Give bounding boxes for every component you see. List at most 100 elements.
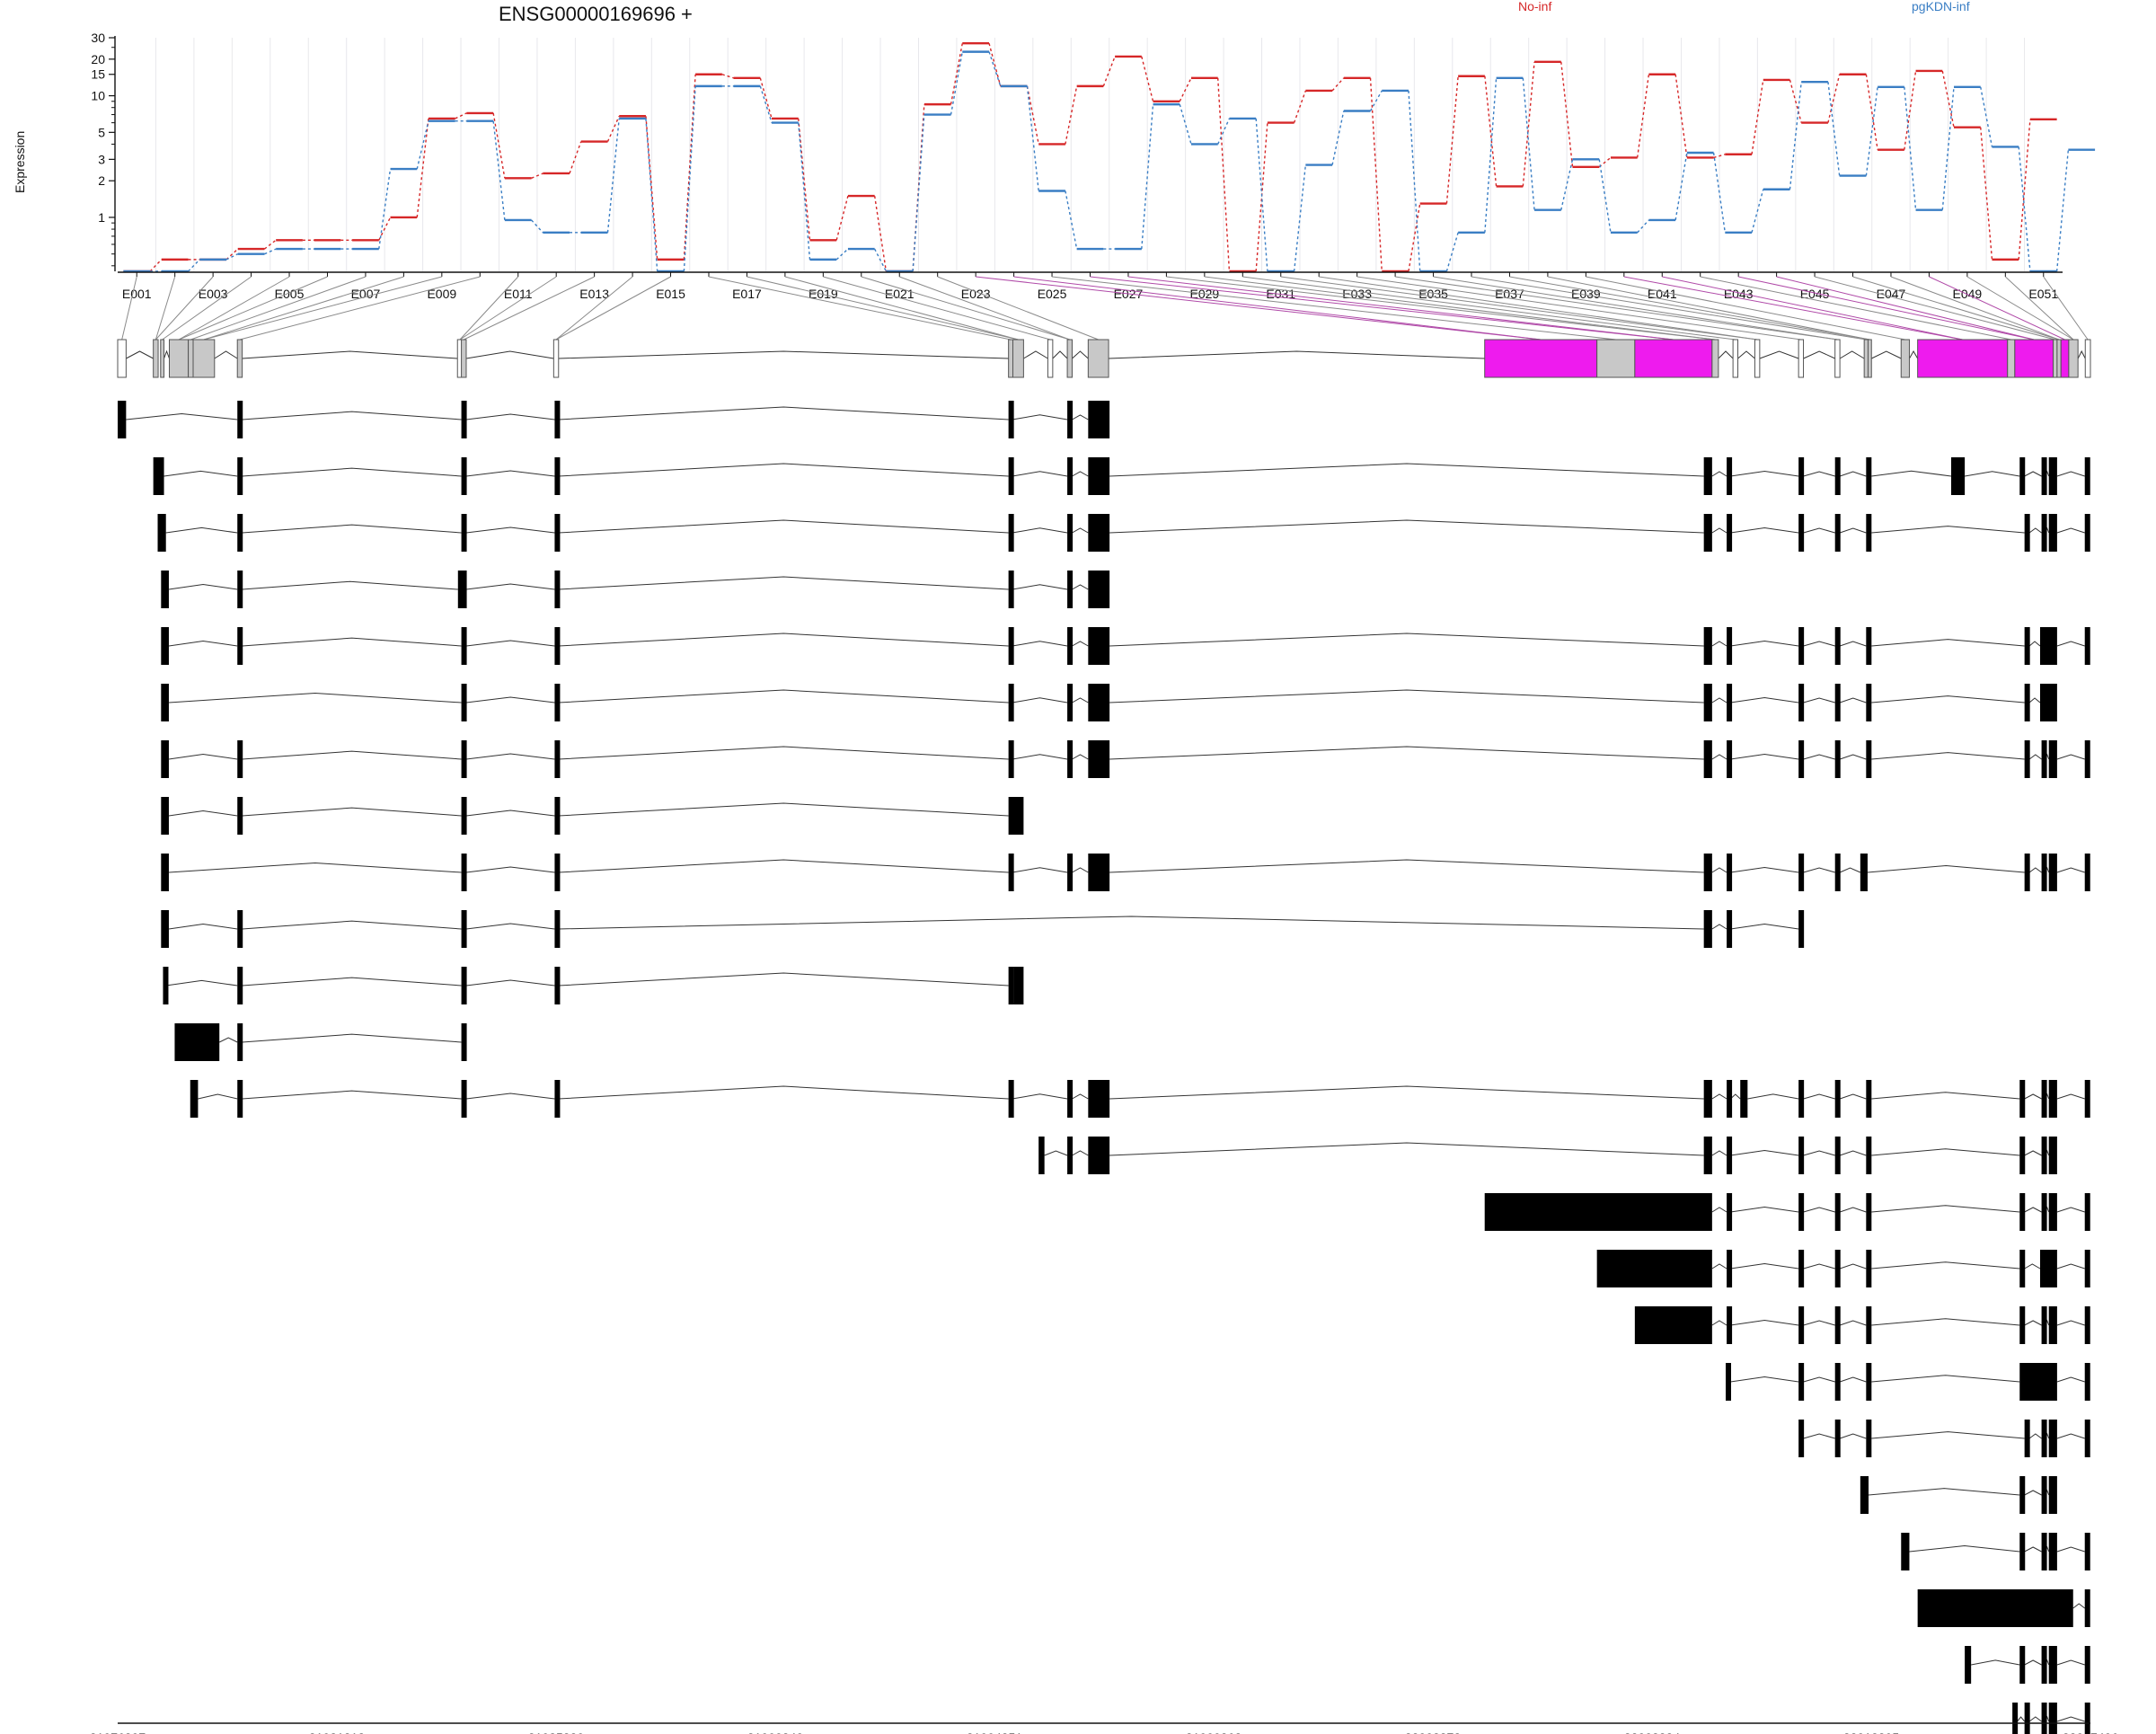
gene-model-exon (1087, 339, 1109, 378)
series-no-inf (123, 41, 2057, 273)
transcript-exon (461, 1023, 467, 1061)
series-connector (683, 74, 696, 260)
series-connector (721, 74, 734, 79)
transcript-intron (1012, 754, 1068, 760)
transcript-intron (218, 1037, 238, 1043)
transcript-exon (237, 401, 243, 438)
transcript-exon (1798, 1137, 1805, 1174)
transcript-exon (2048, 1703, 2057, 1734)
transcript-intron (465, 640, 555, 647)
transcript-intron (2028, 867, 2042, 873)
series-connector (759, 77, 773, 119)
exon-connector (155, 276, 214, 341)
gene-model-exon (236, 339, 243, 378)
transcript-exon (1834, 457, 1841, 495)
expression-lines (123, 41, 2096, 273)
transcript-exon (2041, 740, 2047, 778)
exon-axis: E001 E003 E005 E007 E009 E011 E013 E015 E017 E019… (118, 271, 2063, 301)
series-connector (1713, 154, 1726, 159)
transcript-exon (461, 967, 467, 1004)
transcript-intron (1871, 1318, 2020, 1326)
transcript-exon (237, 967, 243, 1004)
transcript-exon (554, 740, 561, 778)
transcript-exon (1703, 684, 1712, 721)
transcript-intron (168, 862, 462, 873)
transcript-exon (1008, 627, 1014, 665)
transcript-exon (2019, 1080, 2026, 1118)
transcript-exon (161, 797, 169, 835)
transcript-intron (465, 809, 555, 817)
transcript-exon (161, 854, 169, 891)
transcript-exon (161, 571, 169, 608)
exon-connector (1852, 276, 2060, 341)
exon-label: E017 (732, 287, 762, 301)
transcript-intron (1839, 527, 1867, 534)
transcript-exon (2019, 1476, 2026, 1514)
intron (1072, 350, 1089, 359)
transcript-intron (1711, 867, 1727, 873)
transcript-exon (1798, 514, 1805, 552)
transcript-intron (2056, 471, 2085, 477)
transcript-exon (1008, 401, 1014, 438)
transcript-intron (168, 753, 238, 760)
series-connector (1598, 159, 1612, 233)
transcript-row (2012, 1703, 2090, 1734)
transcript-exon (554, 854, 561, 891)
gene-model-exon (2068, 339, 2079, 378)
transcript-exon (2041, 457, 2047, 495)
transcript-intron (1072, 1150, 1089, 1156)
exon-connector (976, 276, 1542, 341)
transcript-intron (1711, 1263, 1727, 1270)
series-connector (1369, 90, 1383, 111)
transcript-exon (1727, 1193, 1733, 1231)
transcript-exon (2019, 457, 2026, 495)
series-connector (455, 112, 467, 119)
exon-connector (121, 276, 137, 341)
transcript-exon (237, 1080, 243, 1118)
series-connector (378, 168, 392, 250)
transcript-exon (1727, 854, 1733, 891)
transcript-exon (1008, 1080, 1014, 1118)
exon-label: E043 (1724, 287, 1754, 301)
exon-connector (2004, 276, 2074, 341)
transcript-exon (461, 571, 467, 608)
exon-connector (190, 276, 367, 341)
transcript-intron (1072, 414, 1089, 420)
transcript-exon (161, 910, 169, 948)
transcript-intron (558, 519, 1009, 534)
transcript-intron (465, 470, 555, 477)
transcript-exon (237, 457, 243, 495)
series-connector (1408, 203, 1421, 272)
transcript-intron (1711, 641, 1727, 647)
transcript-exon (2084, 514, 2090, 552)
series-connector (798, 118, 811, 241)
series-connector (645, 118, 658, 272)
transcript-exon (161, 740, 169, 778)
series-connector (683, 85, 696, 272)
exon-label: E051 (2028, 287, 2058, 301)
series-connector (759, 85, 773, 123)
transcript-exon (2024, 1420, 2030, 1457)
genomic-tick-label: 81981318 (309, 1730, 366, 1734)
transcript-intron (1867, 865, 2025, 873)
transcript-exon (2041, 514, 2047, 552)
transcript-exon (1067, 1137, 1074, 1174)
transcript-exon (2041, 1646, 2047, 1684)
intron (126, 350, 154, 359)
transcript-exon (1798, 457, 1805, 495)
series-connector (378, 217, 392, 241)
transcript-exon (1088, 571, 1110, 608)
transcript-exon (1008, 684, 1014, 721)
transcript-exon (2041, 1193, 2047, 1231)
transcript-exon (1008, 854, 1014, 891)
transcript-intron (1839, 471, 1867, 477)
transcript-exon (163, 967, 169, 1004)
transcript-exon (1703, 1080, 1712, 1118)
transcript-exon (118, 401, 127, 438)
transcript-exon (1798, 1250, 1805, 1287)
transcript-exon (2024, 740, 2030, 778)
transcript-intron (1012, 867, 1068, 873)
transcript-exon (2084, 1250, 2090, 1287)
transcript-exon (1727, 1080, 1733, 1118)
exon-connector (1586, 276, 1905, 341)
